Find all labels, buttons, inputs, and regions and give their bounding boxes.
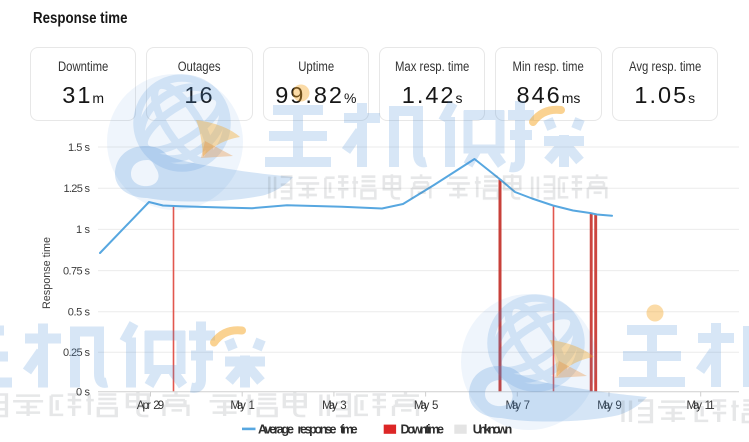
svg-text:Response time: Response time	[41, 237, 53, 309]
svg-text:1: 1	[249, 400, 255, 412]
svg-text:Average: Average	[258, 423, 294, 437]
svg-text:1.5 s: 1.5 s	[68, 142, 91, 154]
svg-text:1.25 s: 1.25 s	[64, 183, 91, 195]
svg-text:response: response	[298, 423, 337, 437]
svg-text:time: time	[340, 423, 358, 437]
svg-text:May: May	[687, 400, 703, 412]
svg-text:May: May	[597, 400, 613, 412]
svg-text:Downtime: Downtime	[401, 423, 445, 437]
svg-text:0.5 s: 0.5 s	[68, 307, 91, 319]
svg-text:May: May	[506, 400, 522, 412]
svg-text:Unknown: Unknown	[473, 423, 513, 437]
svg-text:5: 5	[432, 400, 438, 412]
svg-text:1 s: 1 s	[76, 224, 91, 236]
svg-text:0.25 s: 0.25 s	[63, 347, 91, 359]
svg-text:May: May	[322, 400, 338, 412]
svg-text:0 s: 0 s	[76, 387, 91, 399]
svg-text:11: 11	[705, 400, 715, 412]
svg-text:0.75 s: 0.75 s	[63, 265, 91, 277]
svg-text:Apr: Apr	[137, 400, 151, 412]
svg-text:May: May	[414, 400, 430, 412]
svg-text:7: 7	[524, 400, 530, 412]
svg-text:29: 29	[153, 400, 164, 412]
svg-text:9: 9	[615, 400, 621, 412]
svg-text:May: May	[230, 400, 246, 412]
svg-text:3: 3	[340, 400, 346, 412]
